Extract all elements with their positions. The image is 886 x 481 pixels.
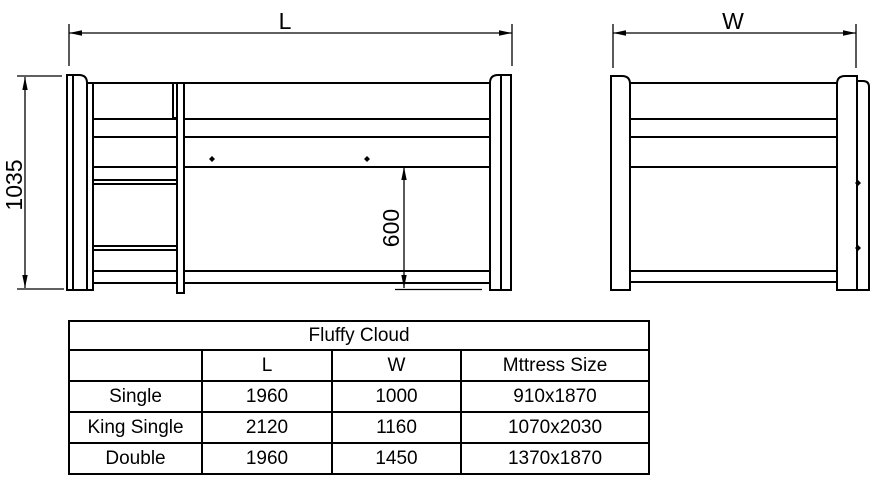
table-cell: 1450 <box>331 442 462 475</box>
table-header-row: L W Mttress Size <box>68 349 651 382</box>
dim-arrow <box>401 275 407 288</box>
dim-arrow <box>22 275 28 288</box>
dim-arrow <box>613 30 626 36</box>
screw-mark <box>855 180 861 186</box>
table-cell: 1960 <box>201 442 333 475</box>
table-cell: 1000 <box>331 380 462 413</box>
side-top-rail <box>92 82 491 120</box>
table-cell: 1370x1870 <box>459 442 651 475</box>
side-mid-rail <box>92 136 491 168</box>
size-table: Fluffy Cloud L W Mttress Size Single 196… <box>67 320 651 475</box>
table-cell: 1070x2030 <box>459 411 651 444</box>
dim-arrow <box>401 167 407 180</box>
dim-arrow <box>69 30 82 36</box>
table-row: Single 1960 1000 910x1870 <box>68 380 651 413</box>
dimension-width: W <box>612 8 857 68</box>
table-header-cell <box>68 349 203 382</box>
dimension-height: 1035 <box>1 75 64 290</box>
dim-label-width: W <box>722 8 744 34</box>
side-bottom-rail <box>92 270 491 284</box>
table-row: Double 1960 1450 1370x1870 <box>68 442 651 475</box>
end-top-rail <box>629 82 838 120</box>
dim-label-height: 1035 <box>1 159 27 210</box>
table-row: King Single 2120 1160 1070x2030 <box>68 411 651 444</box>
ladder-rung <box>92 245 178 251</box>
dim-arrow <box>22 77 28 90</box>
table-header-cell: W <box>331 349 462 382</box>
table-cell: Single <box>68 380 203 413</box>
side-left-post <box>66 74 88 291</box>
table-cell: King Single <box>68 411 203 444</box>
screw-mark <box>364 156 370 162</box>
table-cell: Double <box>68 442 203 475</box>
end-mid-rail <box>629 136 838 168</box>
end-view <box>610 75 870 291</box>
end-left-post <box>610 75 631 291</box>
table-header-cell: L <box>201 349 333 382</box>
ladder-stile <box>176 82 185 294</box>
table-cell: 910x1870 <box>459 380 651 413</box>
end-bottom-rail <box>629 270 838 283</box>
table-cell: 2120 <box>201 411 333 444</box>
table-title: Fluffy Cloud <box>67 320 651 351</box>
dimension-length: L <box>68 8 513 66</box>
screw-mark <box>855 245 861 251</box>
table-title-row: Fluffy Cloud <box>67 320 651 351</box>
dim-label-clearance: 600 <box>378 209 404 247</box>
table-cell: 1960 <box>201 380 333 413</box>
end-right-post <box>836 75 858 291</box>
dim-arrow <box>843 30 856 36</box>
screw-mark <box>209 156 215 162</box>
table-header-cell: Mttress Size <box>459 349 651 382</box>
side-view <box>66 74 512 294</box>
side-left-cleat <box>86 82 94 291</box>
table-cell: 1160 <box>331 411 462 444</box>
dim-arrow <box>499 30 512 36</box>
end-back-post <box>856 80 870 291</box>
dim-label-length: L <box>279 8 292 34</box>
ladder-rung <box>92 179 178 185</box>
dimension-clearance: 600 <box>378 167 482 291</box>
